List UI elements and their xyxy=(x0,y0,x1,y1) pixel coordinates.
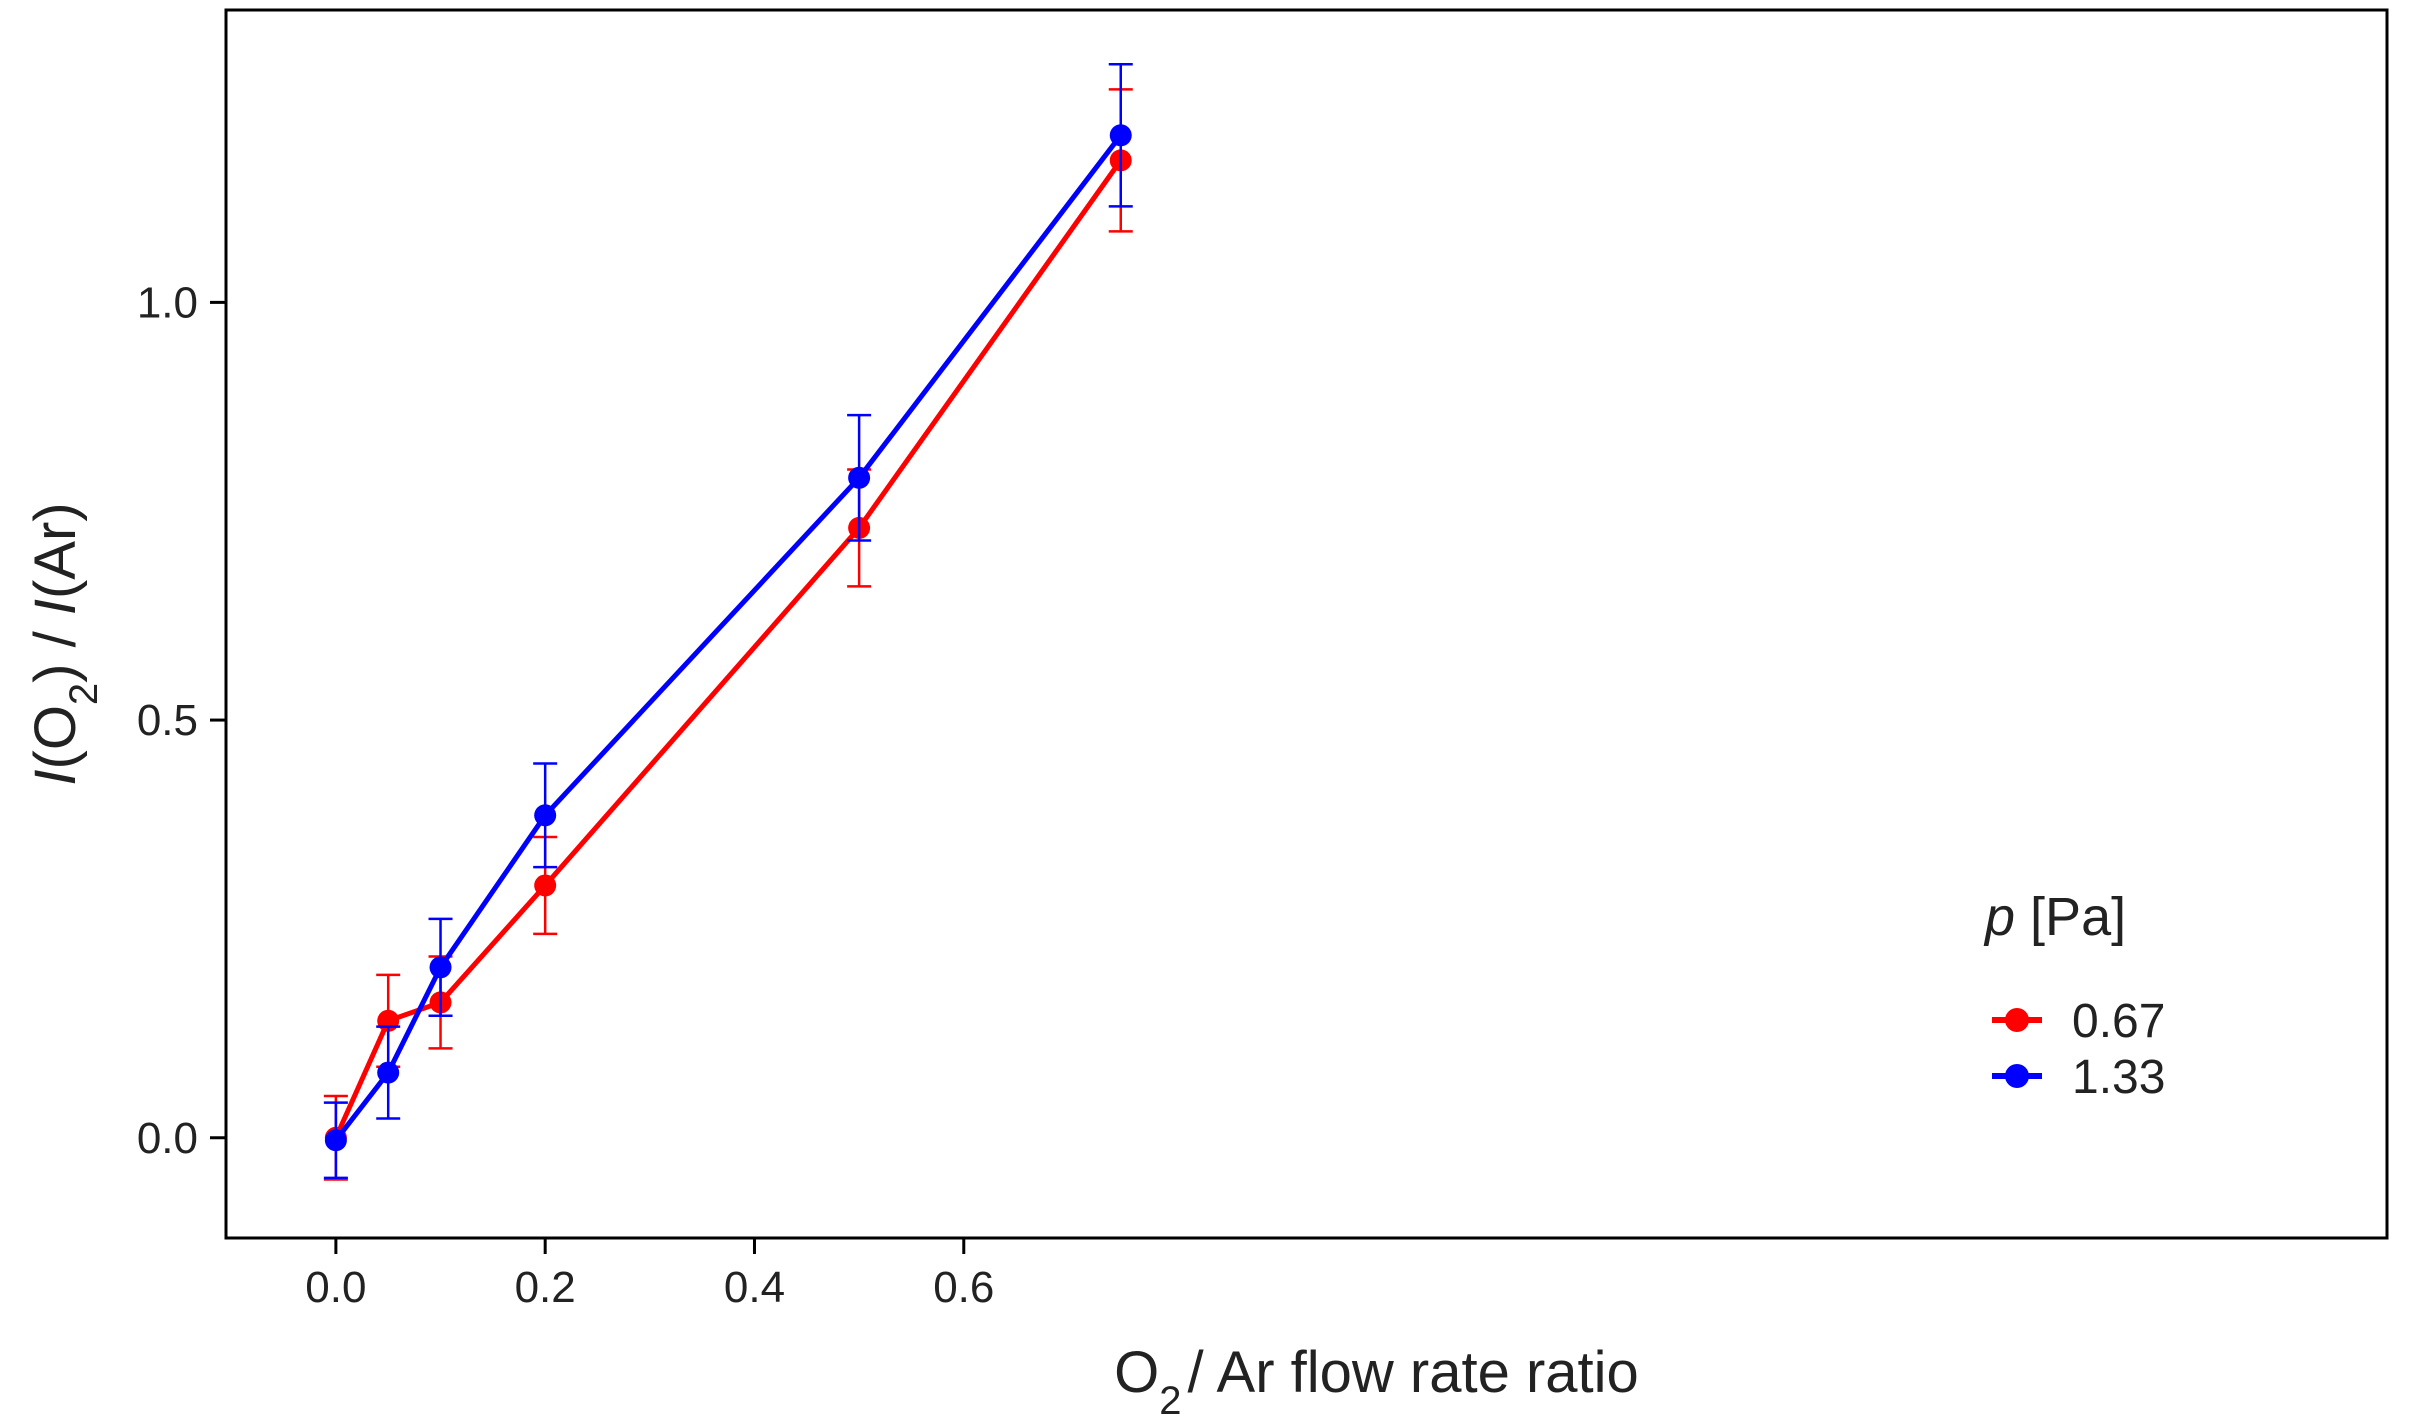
y-axis: 0.0 0.5 1.0 xyxy=(137,278,226,1163)
data-point xyxy=(534,804,557,827)
x-axis-title: O2/ Ar flow rate ratio xyxy=(1114,1340,1639,1422)
data-point xyxy=(429,956,452,979)
legend-item-1.33: 1.33 xyxy=(1992,1051,2165,1104)
x-tick-label: 0.6 xyxy=(933,1263,994,1312)
data-point xyxy=(534,874,557,897)
legend-marker xyxy=(2005,1064,2029,1088)
legend: p [Pa] 0.67 1.33 xyxy=(1983,887,2165,1104)
legend-label: 0.67 xyxy=(2072,995,2165,1048)
x-tick-label: 0.0 xyxy=(305,1263,366,1312)
x-axis: 0.0 0.2 0.4 0.6 xyxy=(305,1238,994,1312)
data-point xyxy=(1109,124,1132,147)
x-tick-label: 0.2 xyxy=(515,1263,576,1312)
legend-label: 1.33 xyxy=(2072,1051,2165,1104)
series-line xyxy=(333,133,1123,1142)
data-point xyxy=(848,466,871,489)
legend-title: p [Pa] xyxy=(1983,887,2126,947)
legend-item-0.67: 0.67 xyxy=(1992,995,2165,1048)
x-tick-label: 0.4 xyxy=(724,1263,785,1312)
y-axis-title: I(O2) / I(Ar) xyxy=(23,502,106,785)
data-point xyxy=(377,1061,400,1084)
plot-frame xyxy=(224,8,2389,1240)
y-tick-label: 0.5 xyxy=(137,696,198,745)
data-point xyxy=(324,1129,347,1152)
series-1.33 xyxy=(323,63,1133,1180)
y-tick-label: 1.0 xyxy=(137,278,198,327)
legend-marker xyxy=(2005,1008,2029,1032)
series-layer xyxy=(323,63,1133,1181)
series-line xyxy=(333,158,1123,1139)
y-tick-label: 0.0 xyxy=(137,1114,198,1163)
